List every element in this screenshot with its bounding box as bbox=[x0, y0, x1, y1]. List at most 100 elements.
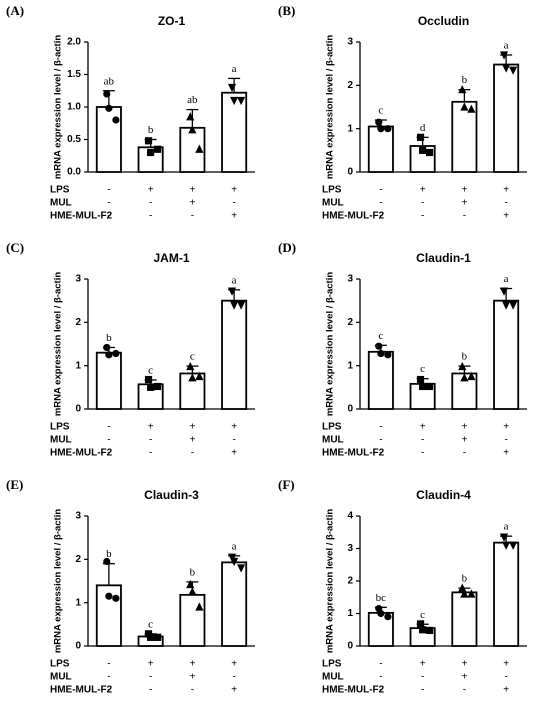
treatment-sign: - bbox=[149, 198, 152, 209]
data-point bbox=[154, 145, 162, 153]
significance-letter: c bbox=[148, 618, 153, 630]
data-point bbox=[419, 146, 427, 154]
data-point bbox=[375, 342, 383, 350]
treatment-sign: + bbox=[420, 659, 426, 670]
data-point bbox=[499, 51, 509, 60]
data-point bbox=[154, 633, 162, 641]
data-point bbox=[375, 118, 383, 126]
treatment-sign: - bbox=[421, 685, 424, 696]
data-point bbox=[147, 633, 155, 641]
significance-letter: a bbox=[504, 521, 509, 533]
y-axis-label: mRNA expression level / β-actin bbox=[325, 35, 336, 179]
treatment-sign: - bbox=[149, 435, 152, 446]
treatment-sign: - bbox=[379, 185, 382, 196]
treatment-sign: - bbox=[107, 659, 110, 670]
treatment-sign: - bbox=[149, 685, 152, 696]
y-tick-label: 0 bbox=[347, 167, 353, 178]
panel-label: (B) bbox=[278, 3, 295, 18]
y-axis-label: mRNA expression level / β-actin bbox=[53, 35, 64, 179]
treatment-name: LPS bbox=[50, 659, 70, 670]
treatment-name: MUL bbox=[50, 672, 72, 683]
treatment-sign: - bbox=[421, 448, 424, 459]
data-point bbox=[458, 361, 467, 371]
y-tick-label: 2 bbox=[347, 80, 353, 91]
panel: (A) ZO-1 mRNA expression level / β-actin 0.… bbox=[6, 3, 255, 222]
bar bbox=[367, 350, 394, 410]
panel: (F) Claudin-4 mRNA expression level / β-ac… bbox=[278, 477, 527, 696]
bar bbox=[451, 591, 478, 647]
data-point bbox=[384, 125, 392, 133]
chart-title: ZO-1 bbox=[158, 14, 186, 28]
data-point bbox=[377, 609, 385, 618]
treatment-sign: - bbox=[107, 185, 110, 196]
treatment-sign: + bbox=[461, 422, 467, 433]
treatment-name: HME-MUL-F2 bbox=[322, 448, 385, 459]
y-axis-label: mRNA expression level / β-actin bbox=[325, 509, 336, 653]
treatment-sign: + bbox=[420, 422, 426, 433]
data-point bbox=[502, 541, 511, 550]
bar bbox=[493, 299, 520, 410]
y-tick-label: 3 bbox=[347, 543, 353, 554]
panel-label: (D) bbox=[278, 240, 296, 255]
data-point bbox=[227, 287, 237, 296]
data-point bbox=[416, 133, 425, 141]
treatment-sign: - bbox=[379, 422, 382, 433]
y-tick-label: 0.5 bbox=[67, 134, 81, 145]
data-point bbox=[509, 541, 518, 550]
data-point bbox=[195, 602, 204, 611]
y-tick-label: 1 bbox=[75, 360, 81, 371]
treatment-sign: + bbox=[461, 185, 467, 196]
y-tick-label: 2 bbox=[75, 554, 81, 565]
data-point bbox=[237, 96, 246, 106]
data-point bbox=[195, 371, 204, 381]
y-tick-label: 3 bbox=[347, 274, 353, 285]
treatment-name: MUL bbox=[322, 672, 344, 683]
treatment-sign: - bbox=[107, 211, 110, 222]
y-tick-label: 1 bbox=[347, 123, 353, 134]
y-tick-label: 1 bbox=[347, 360, 353, 371]
treatment-sign: + bbox=[148, 185, 154, 196]
data-point bbox=[186, 112, 195, 121]
panel: (D) Claudin-1 mRNA expression level / β-ac… bbox=[278, 240, 527, 459]
significance-letter: b bbox=[462, 351, 468, 363]
treatment-name: HME-MUL-F2 bbox=[322, 685, 385, 696]
treatment-sign: + bbox=[148, 422, 154, 433]
y-tick-label: 2 bbox=[347, 317, 353, 328]
treatment-sign: - bbox=[463, 685, 466, 696]
significance-letter: b bbox=[462, 74, 468, 86]
treatment-sign: - bbox=[232, 435, 235, 446]
treatment-sign: - bbox=[232, 672, 235, 683]
chart-title: Occludin bbox=[418, 14, 469, 28]
data-point bbox=[384, 351, 392, 359]
chart-title: JAM-1 bbox=[153, 251, 189, 265]
y-axis-label: mRNA expression level / β-actin bbox=[53, 509, 64, 653]
treatment-sign: - bbox=[232, 198, 235, 209]
data-point bbox=[377, 125, 385, 133]
treatment-sign: - bbox=[421, 198, 424, 209]
treatment-sign: + bbox=[461, 198, 467, 209]
treatment-sign: - bbox=[107, 685, 110, 696]
treatment-sign: + bbox=[503, 185, 509, 196]
data-point bbox=[195, 144, 204, 153]
data-point bbox=[186, 579, 195, 589]
data-point bbox=[144, 137, 153, 145]
treatment-sign: + bbox=[461, 435, 467, 446]
treatment-sign: - bbox=[191, 211, 194, 222]
data-point bbox=[416, 620, 425, 628]
significance-letter: c bbox=[190, 351, 195, 363]
error-bar bbox=[102, 563, 115, 586]
bar bbox=[221, 561, 248, 647]
treatment-sign: + bbox=[189, 198, 195, 209]
data-point bbox=[509, 66, 518, 75]
significance-letter: b bbox=[462, 573, 468, 585]
treatment-sign: + bbox=[503, 448, 509, 459]
data-point bbox=[502, 301, 511, 310]
bar bbox=[221, 299, 248, 410]
data-point bbox=[509, 301, 518, 310]
treatment-sign: - bbox=[149, 448, 152, 459]
treatment-name: MUL bbox=[322, 435, 344, 446]
data-point bbox=[105, 104, 113, 112]
significance-letter: b bbox=[106, 332, 112, 344]
data-point bbox=[103, 90, 111, 98]
data-point bbox=[188, 125, 197, 134]
